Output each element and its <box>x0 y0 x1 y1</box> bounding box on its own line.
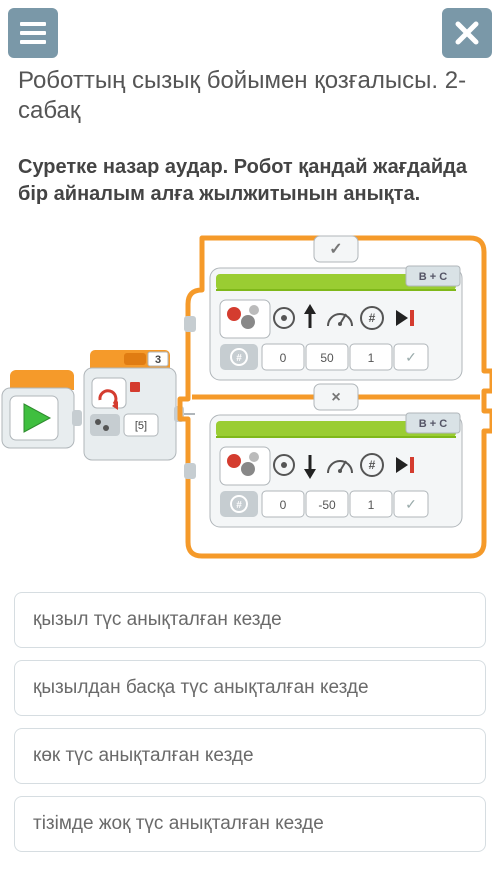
svg-text:0: 0 <box>280 351 287 365</box>
svg-text:[5]: [5] <box>135 420 147 432</box>
svg-text:✓: ✓ <box>405 496 417 512</box>
menu-button[interactable] <box>8 8 58 58</box>
svg-text:3: 3 <box>155 354 161 366</box>
close-button[interactable] <box>442 8 492 58</box>
svg-text:1: 1 <box>368 351 375 365</box>
answer-option[interactable]: қызылдан басқа түс анықталған кезде <box>14 660 486 716</box>
svg-text:#: # <box>369 311 376 325</box>
svg-text:1: 1 <box>368 498 375 512</box>
svg-text:B + C: B + C <box>419 271 447 283</box>
svg-text:50: 50 <box>320 351 334 365</box>
answer-option[interactable]: көк түс анықталған кезде <box>14 728 486 784</box>
answer-option[interactable]: қызыл түс анықталған кезде <box>14 592 486 648</box>
hamburger-icon <box>20 22 46 44</box>
svg-text:#: # <box>369 458 376 472</box>
svg-text:0: 0 <box>280 498 287 512</box>
close-icon <box>455 21 479 45</box>
svg-text:-50: -50 <box>318 498 336 512</box>
svg-text:#: # <box>236 500 242 511</box>
svg-text:✓: ✓ <box>329 241 342 258</box>
svg-text:✓: ✓ <box>405 349 417 365</box>
svg-text:B + C: B + C <box>419 418 447 430</box>
answer-option[interactable]: тізімде жоқ түс анықталған кезде <box>14 796 486 852</box>
program-diagram: 3 [5] ✓ × B + C # #0 50 1 ✓ B + C # #0 -50 1 ✓ <box>0 226 500 584</box>
svg-text:#: # <box>236 353 242 364</box>
answer-list: қызыл түс анықталған кезде қызылдан басқ… <box>0 584 500 860</box>
page-title: Роботтың сызық бойымен қозғалысы. 2-саба… <box>0 66 500 144</box>
question-text: Суретке назар аудар. Робот қандай жағдай… <box>0 144 500 226</box>
svg-text:×: × <box>331 389 340 406</box>
